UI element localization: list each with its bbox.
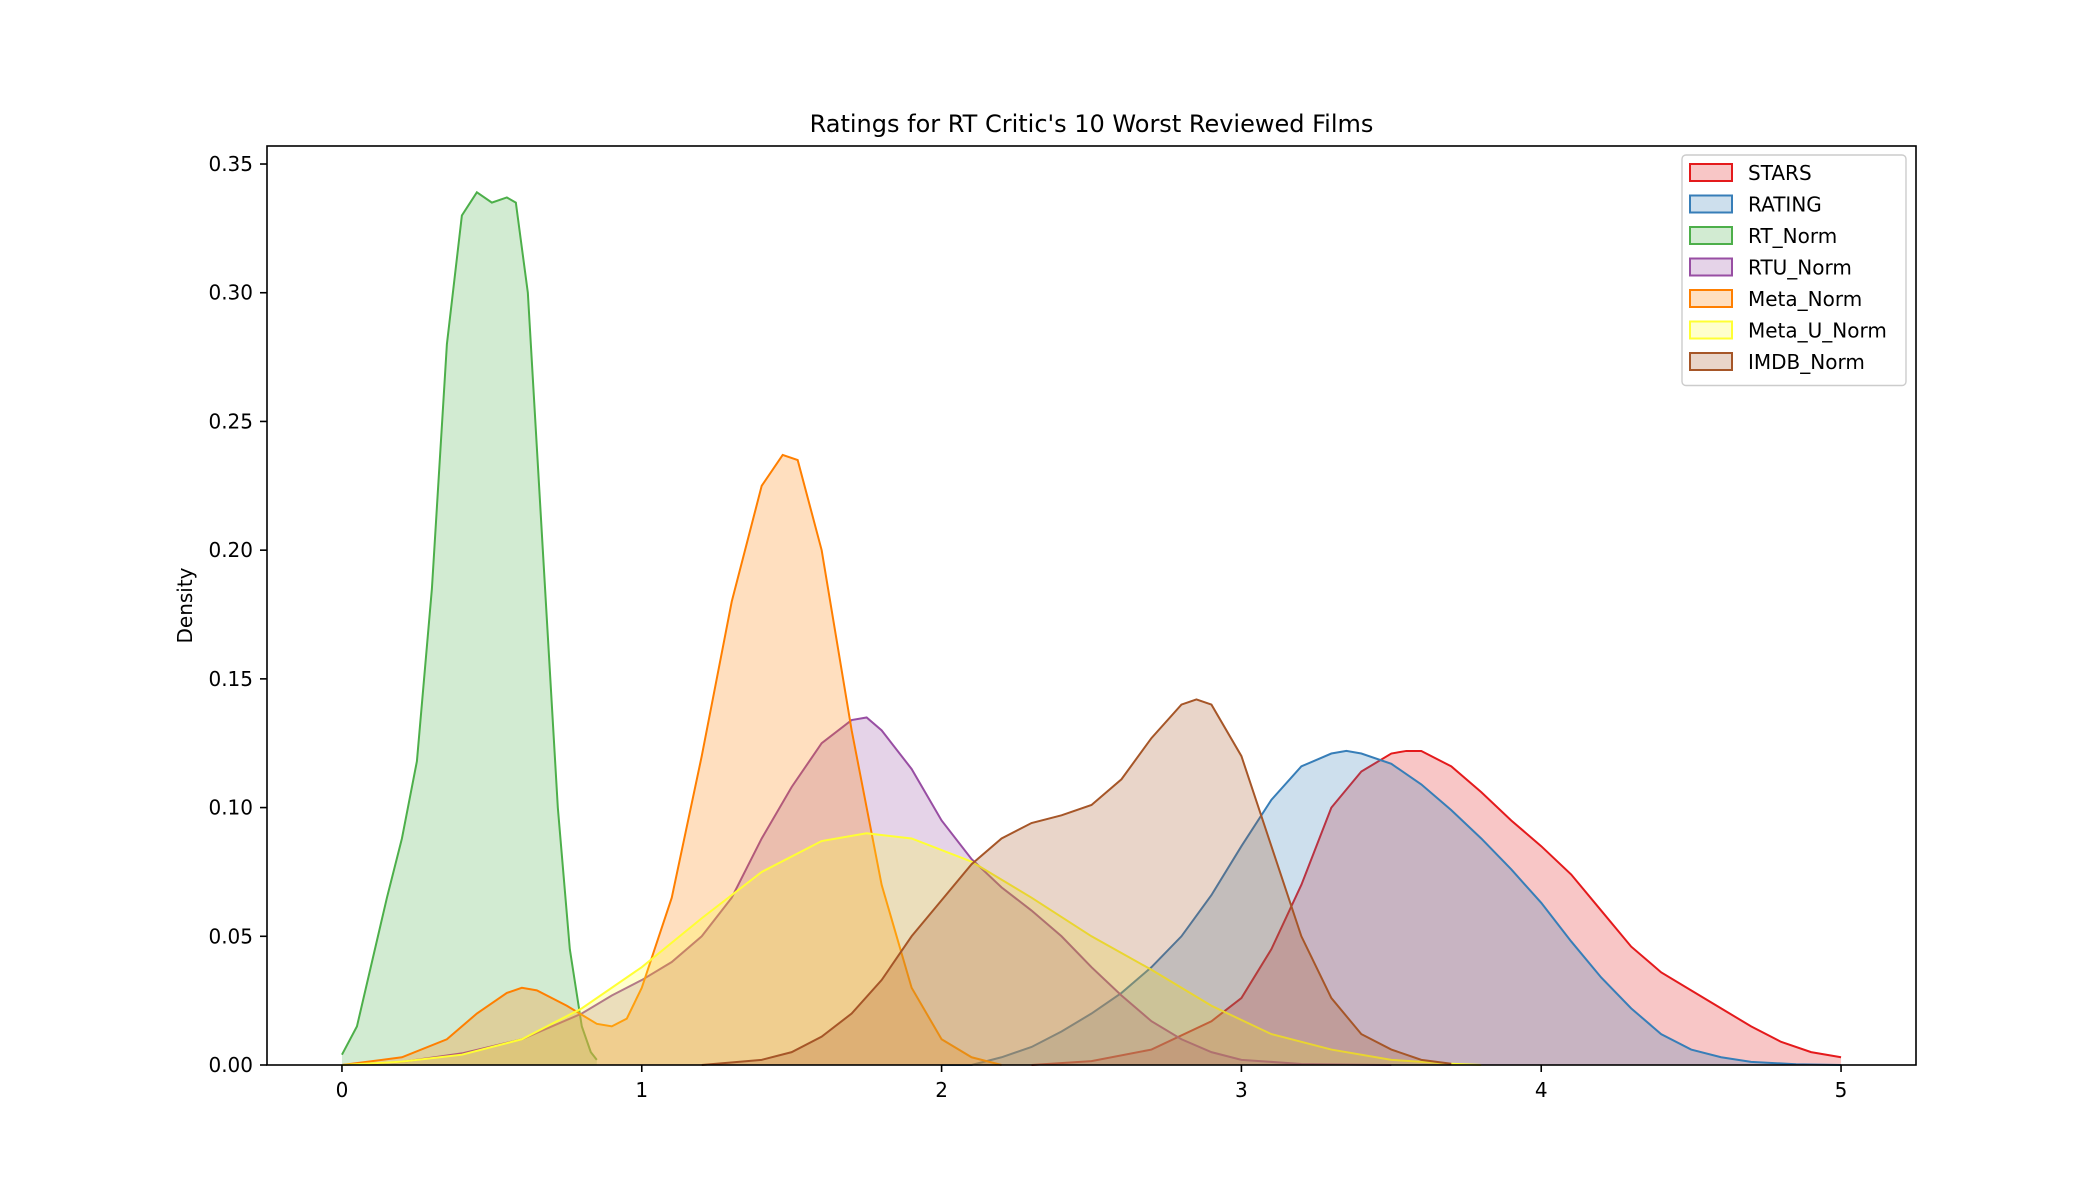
- series-line-rating: [941, 749, 1842, 1066]
- legend-label-rtu-norm: RTU_Norm: [1748, 256, 1852, 280]
- series-layer: [341, 190, 1842, 1066]
- chart-title: Ratings for RT Critic's 10 Worst Reviewe…: [810, 110, 1374, 138]
- x-tick-label: 3: [1235, 1078, 1248, 1102]
- series-area-rt-norm: [341, 192, 597, 1066]
- legend-box: [1681, 154, 1907, 387]
- y-tick-label: 0.10: [208, 796, 253, 820]
- series-line-stars: [1031, 749, 1842, 1066]
- x-tick-label: 0: [336, 1078, 349, 1102]
- series-line-meta-u-norm: [341, 832, 1482, 1066]
- axes-layer: 0 1 2 3 4 5 0.00 0.05 0.10 0.15 0.20 0.25 0.30 0.35: [208, 145, 1917, 1102]
- series-area-meta-u-norm: [341, 833, 1482, 1065]
- series-area-rtu-norm: [341, 717, 1392, 1065]
- legend-swatch-meta-u-norm: [1689, 320, 1733, 340]
- legend-swatch-rtu-norm: [1689, 257, 1733, 277]
- series-line-meta-norm: [341, 453, 1002, 1066]
- legend-label-rt-norm: RT_Norm: [1748, 224, 1837, 248]
- y-tick-label: 0.05: [208, 924, 253, 948]
- legend-label-stars: STARS: [1748, 161, 1812, 185]
- y-axis-title: Density: [173, 567, 197, 643]
- series-area-meta-norm: [341, 454, 1002, 1065]
- legend-swatch-imdb-norm: [1689, 352, 1733, 371]
- legend-swatch-stars: [1689, 163, 1733, 182]
- legend-label-meta-u-norm: Meta_U_Norm: [1748, 319, 1887, 343]
- x-tick-label: 4: [1535, 1078, 1548, 1102]
- plot-frame: [266, 145, 1917, 1066]
- series-line-rtu-norm: [341, 716, 1392, 1066]
- y-tick-label: 0.15: [208, 667, 253, 691]
- series-line-imdb-norm: [701, 698, 1452, 1066]
- series-area-rating: [941, 750, 1842, 1065]
- x-tick-label: 2: [935, 1078, 948, 1102]
- y-tick-label: 0.00: [208, 1053, 253, 1077]
- y-tick-label: 0.35: [208, 152, 253, 176]
- series-area-stars: [1031, 750, 1842, 1065]
- y-tick-label: 0.30: [208, 281, 253, 305]
- legend-swatch-rt-norm: [1689, 226, 1733, 245]
- legend: STARS RATING RT_Norm RTU_Norm Meta_Norm Meta_…: [1681, 154, 1907, 387]
- legend-label-rating: RATING: [1748, 193, 1822, 217]
- y-tick-label: 0.25: [208, 409, 253, 433]
- x-tick-label: 5: [1835, 1078, 1848, 1102]
- legend-label-meta-norm: Meta_Norm: [1748, 287, 1862, 311]
- legend-swatch-meta-norm: [1689, 289, 1733, 308]
- series-area-imdb-norm: [701, 699, 1452, 1065]
- x-tick-label: 1: [635, 1078, 648, 1102]
- y-tick-label: 0.20: [208, 538, 253, 562]
- legend-label-imdb-norm: IMDB_Norm: [1748, 350, 1865, 374]
- legend-swatch-rating: [1689, 194, 1733, 214]
- series-line-rt-norm: [341, 190, 598, 1061]
